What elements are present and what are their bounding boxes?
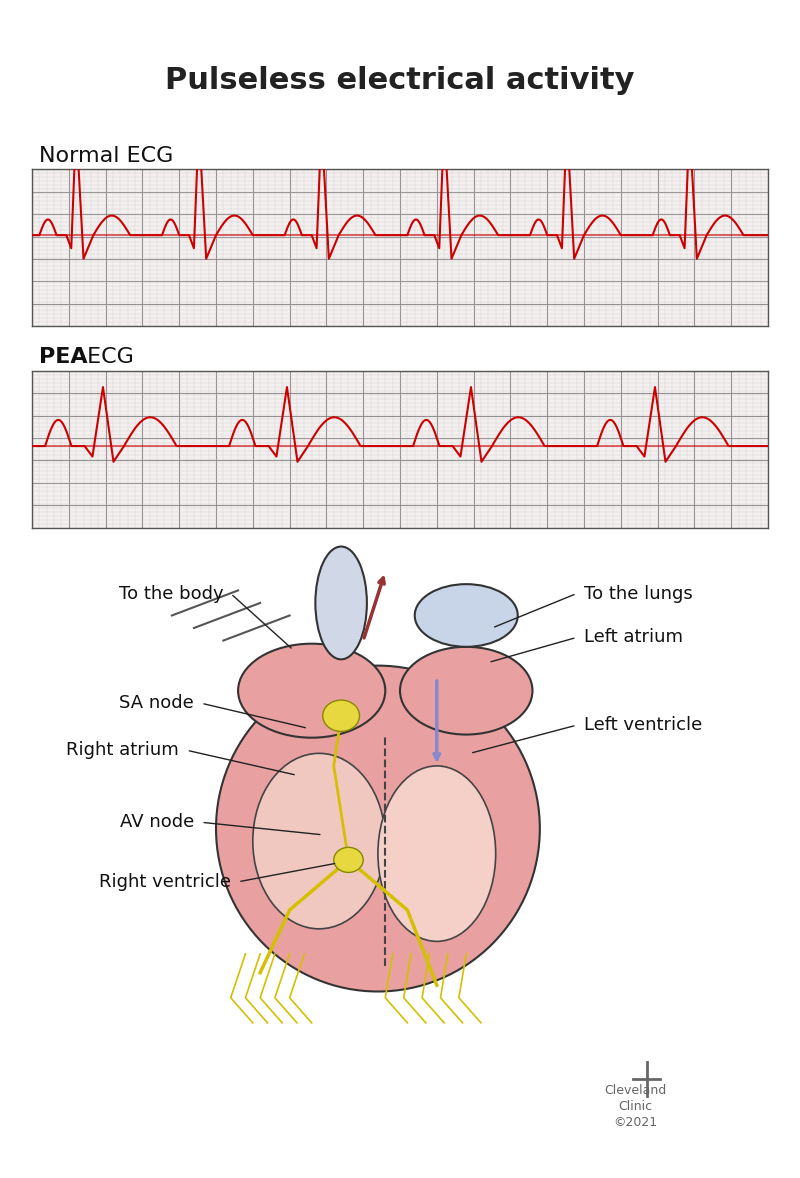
- Ellipse shape: [216, 666, 540, 992]
- Circle shape: [334, 847, 363, 873]
- Ellipse shape: [414, 584, 518, 647]
- Text: Right atrium: Right atrium: [66, 741, 179, 760]
- Text: ECG: ECG: [80, 348, 134, 368]
- Text: Normal ECG: Normal ECG: [39, 146, 174, 166]
- Ellipse shape: [378, 766, 496, 941]
- Text: Pulseless electrical activity: Pulseless electrical activity: [166, 66, 634, 94]
- Text: SA node: SA node: [119, 694, 194, 713]
- Text: Cleveland
Clinic
©2021: Cleveland Clinic ©2021: [604, 1085, 666, 1130]
- Ellipse shape: [315, 547, 367, 660]
- Text: To the body: To the body: [118, 584, 223, 603]
- Ellipse shape: [238, 643, 386, 737]
- Text: Right ventricle: Right ventricle: [98, 873, 230, 891]
- Text: AV node: AV node: [120, 813, 194, 832]
- Circle shape: [322, 700, 359, 732]
- Text: Left ventricle: Left ventricle: [584, 716, 702, 734]
- Ellipse shape: [400, 647, 533, 735]
- Text: To the lungs: To the lungs: [584, 584, 693, 603]
- Text: Left atrium: Left atrium: [584, 628, 683, 647]
- Ellipse shape: [253, 754, 386, 928]
- Text: PEA: PEA: [39, 348, 88, 368]
